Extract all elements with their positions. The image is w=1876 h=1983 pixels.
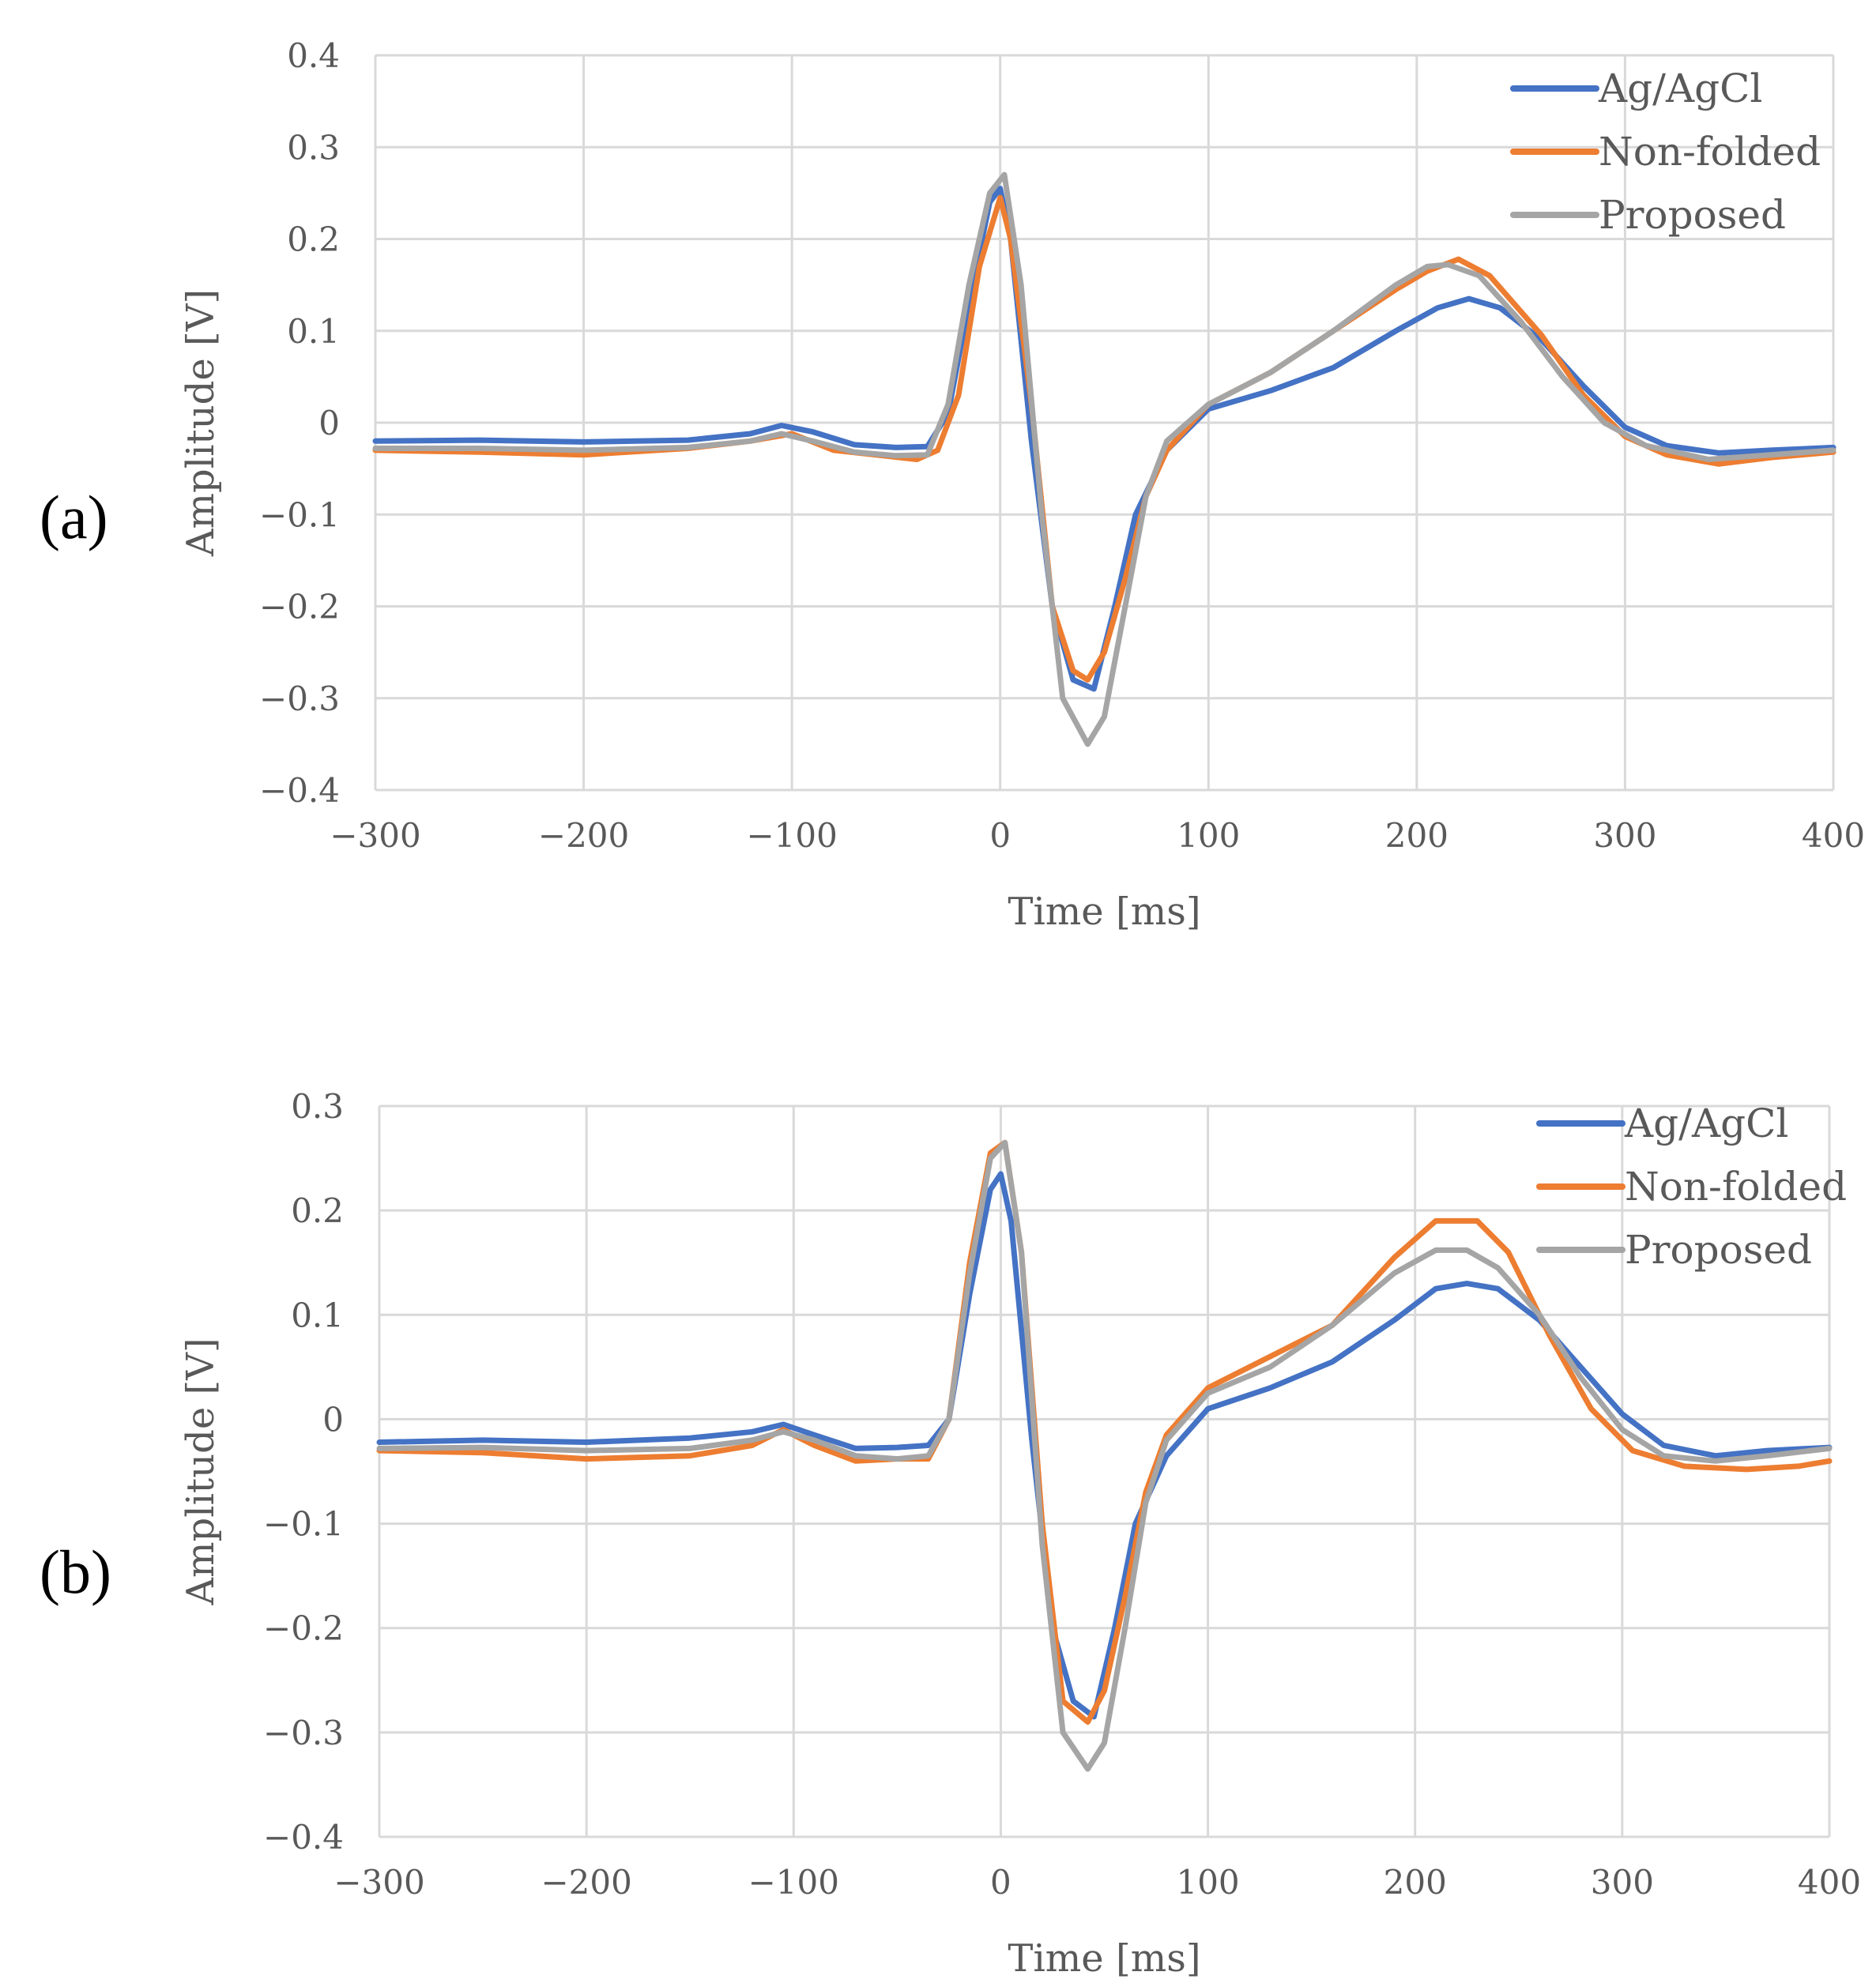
x-tick-label: 200 [1384, 1863, 1447, 1902]
y-tick-label: 0.1 [287, 312, 340, 351]
x-tick-label: −300 [333, 1863, 424, 1902]
x-tick-label: −100 [748, 1863, 839, 1902]
legend-label: Non-folded [1599, 129, 1821, 175]
y-axis-title: Amplitude [V] [179, 289, 223, 557]
chart-panel-a: (a) −300 −200 −100 0 100 200 300 400 0.4 0.3 0.2 0.… [40, 36, 1865, 934]
series-line-ag-agcl [372, 186, 1836, 692]
y-tick-label: 0.2 [287, 220, 340, 259]
legend-label: Non-folded [1625, 1164, 1847, 1210]
legend-label: Proposed [1625, 1227, 1812, 1273]
y-tick-label: 0.4 [287, 36, 340, 75]
panel-label-a: (a) [40, 483, 108, 551]
series-line-ag-agcl [376, 1171, 1833, 1720]
x-tick-label: 100 [1176, 1863, 1239, 1902]
y-tick-label: −0.4 [259, 771, 340, 810]
legend-label: Proposed [1599, 192, 1786, 238]
y-axis-title: Amplitude [V] [179, 1338, 223, 1605]
x-tick-label: 0 [989, 816, 1011, 855]
y-tick-label: −0.2 [263, 1609, 344, 1648]
line-chart-a: −300 −200 −100 0 100 200 300 400 0.4 0.3 0.2 0.1 0 −0… [179, 36, 1865, 934]
x-axis-title: Time [ms] [1008, 890, 1200, 934]
line-chart-b: −300 −200 −100 0 100 200 300 400 0.3 0.2 0.1 0 −0.1 −… [179, 1087, 1861, 1981]
y-tick-label: 0.3 [291, 1087, 344, 1126]
x-tick-label: −200 [538, 816, 629, 855]
x-tick-label: 0 [990, 1863, 1011, 1902]
series-line-non-folded [376, 1139, 1833, 1725]
y-tick-label: 0.3 [287, 128, 340, 167]
y-tick-label: 0 [318, 404, 340, 442]
x-tick-label: 400 [1798, 1863, 1861, 1902]
x-tick-label: −100 [746, 816, 837, 855]
y-tick-label: −0.4 [263, 1818, 344, 1857]
x-tick-label: 300 [1593, 816, 1656, 855]
y-tick-label: −0.1 [263, 1505, 344, 1544]
legend-label: Ag/AgCl [1598, 66, 1762, 111]
y-tick-label: −0.3 [259, 679, 340, 718]
legend-label: Ag/AgCl [1624, 1101, 1788, 1146]
series-line-proposed [376, 1139, 1833, 1772]
x-tick-label: 300 [1591, 1863, 1654, 1902]
y-tick-label: 0.1 [291, 1296, 344, 1334]
chart-panel-b: (b) −300 −200 −100 0 100 200 300 400 0.3 0.2 0.1 0−… [0, 992, 1876, 1983]
x-tick-label: −300 [330, 816, 420, 855]
x-tick-label: 200 [1385, 816, 1448, 855]
y-tick-label: −0.2 [259, 588, 340, 627]
y-tick-label: −0.1 [259, 495, 340, 534]
y-tick-label: 0 [322, 1400, 344, 1439]
x-axis-title: Time [ms] [1008, 1936, 1200, 1981]
x-tick-label: −200 [541, 1863, 631, 1902]
y-tick-label: 0.2 [291, 1191, 344, 1230]
y-tick-label: −0.3 [263, 1714, 344, 1752]
x-tick-label: 100 [1177, 816, 1240, 855]
x-tick-label: 400 [1802, 816, 1865, 855]
panel-label-b: (b) [40, 1537, 111, 1606]
series-line-proposed [372, 171, 1836, 747]
